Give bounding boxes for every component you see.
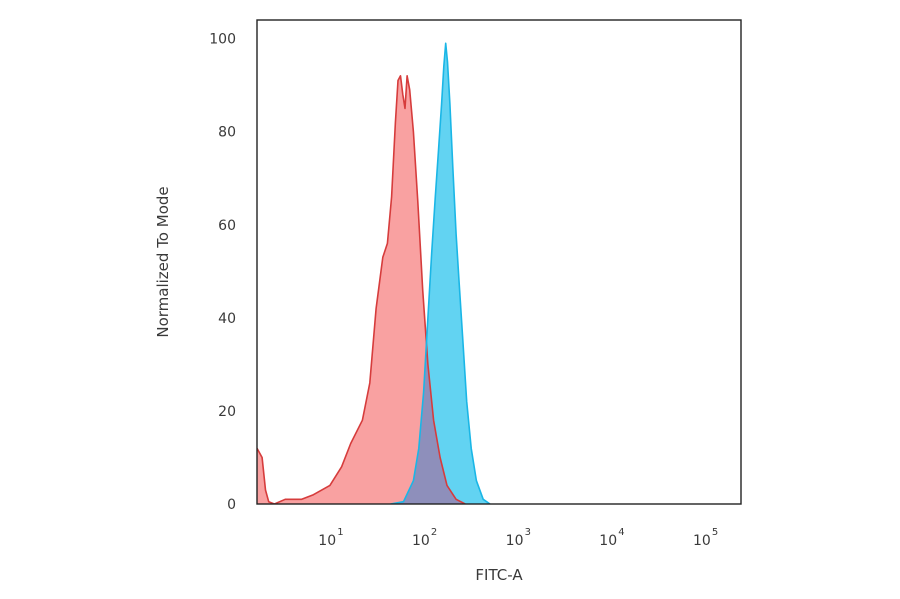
x-tick-label: 102 [412,527,437,549]
x-tick-exponent: 1 [337,527,343,538]
y-tick-label: 0 [227,497,236,513]
y-tick-label: 40 [218,311,236,327]
y-tick-label: 80 [218,125,236,141]
x-tick-base: 10 [506,533,524,549]
series-layer [257,42,491,504]
x-tick-exponent: 2 [431,527,437,538]
series-2-line [390,42,491,504]
x-tick-exponent: 3 [525,527,531,538]
x-tick-base: 10 [599,533,617,549]
y-tick-label: 100 [209,32,236,48]
x-tick-label: 105 [693,527,718,549]
y-axis-title: Normalized To Mode [154,186,172,337]
y-tick-labels: 0 20 40 60 80 100 [209,32,236,513]
x-tick-base: 10 [412,533,430,549]
plot-frame [256,19,742,505]
x-tick-base: 10 [693,533,711,549]
y-tick-label: 60 [218,218,236,234]
x-tick-exponent: 5 [712,527,718,538]
x-tick-exponent: 4 [618,527,624,538]
x-tick-base: 10 [318,533,336,549]
x-tick-label: 104 [599,527,624,549]
series-1-area [257,75,466,504]
x-axis-title: FITC-A [475,566,523,584]
x-tick-label: 101 [318,527,343,549]
y-tick-label: 20 [218,404,236,420]
x-tick-label: 103 [506,527,531,549]
